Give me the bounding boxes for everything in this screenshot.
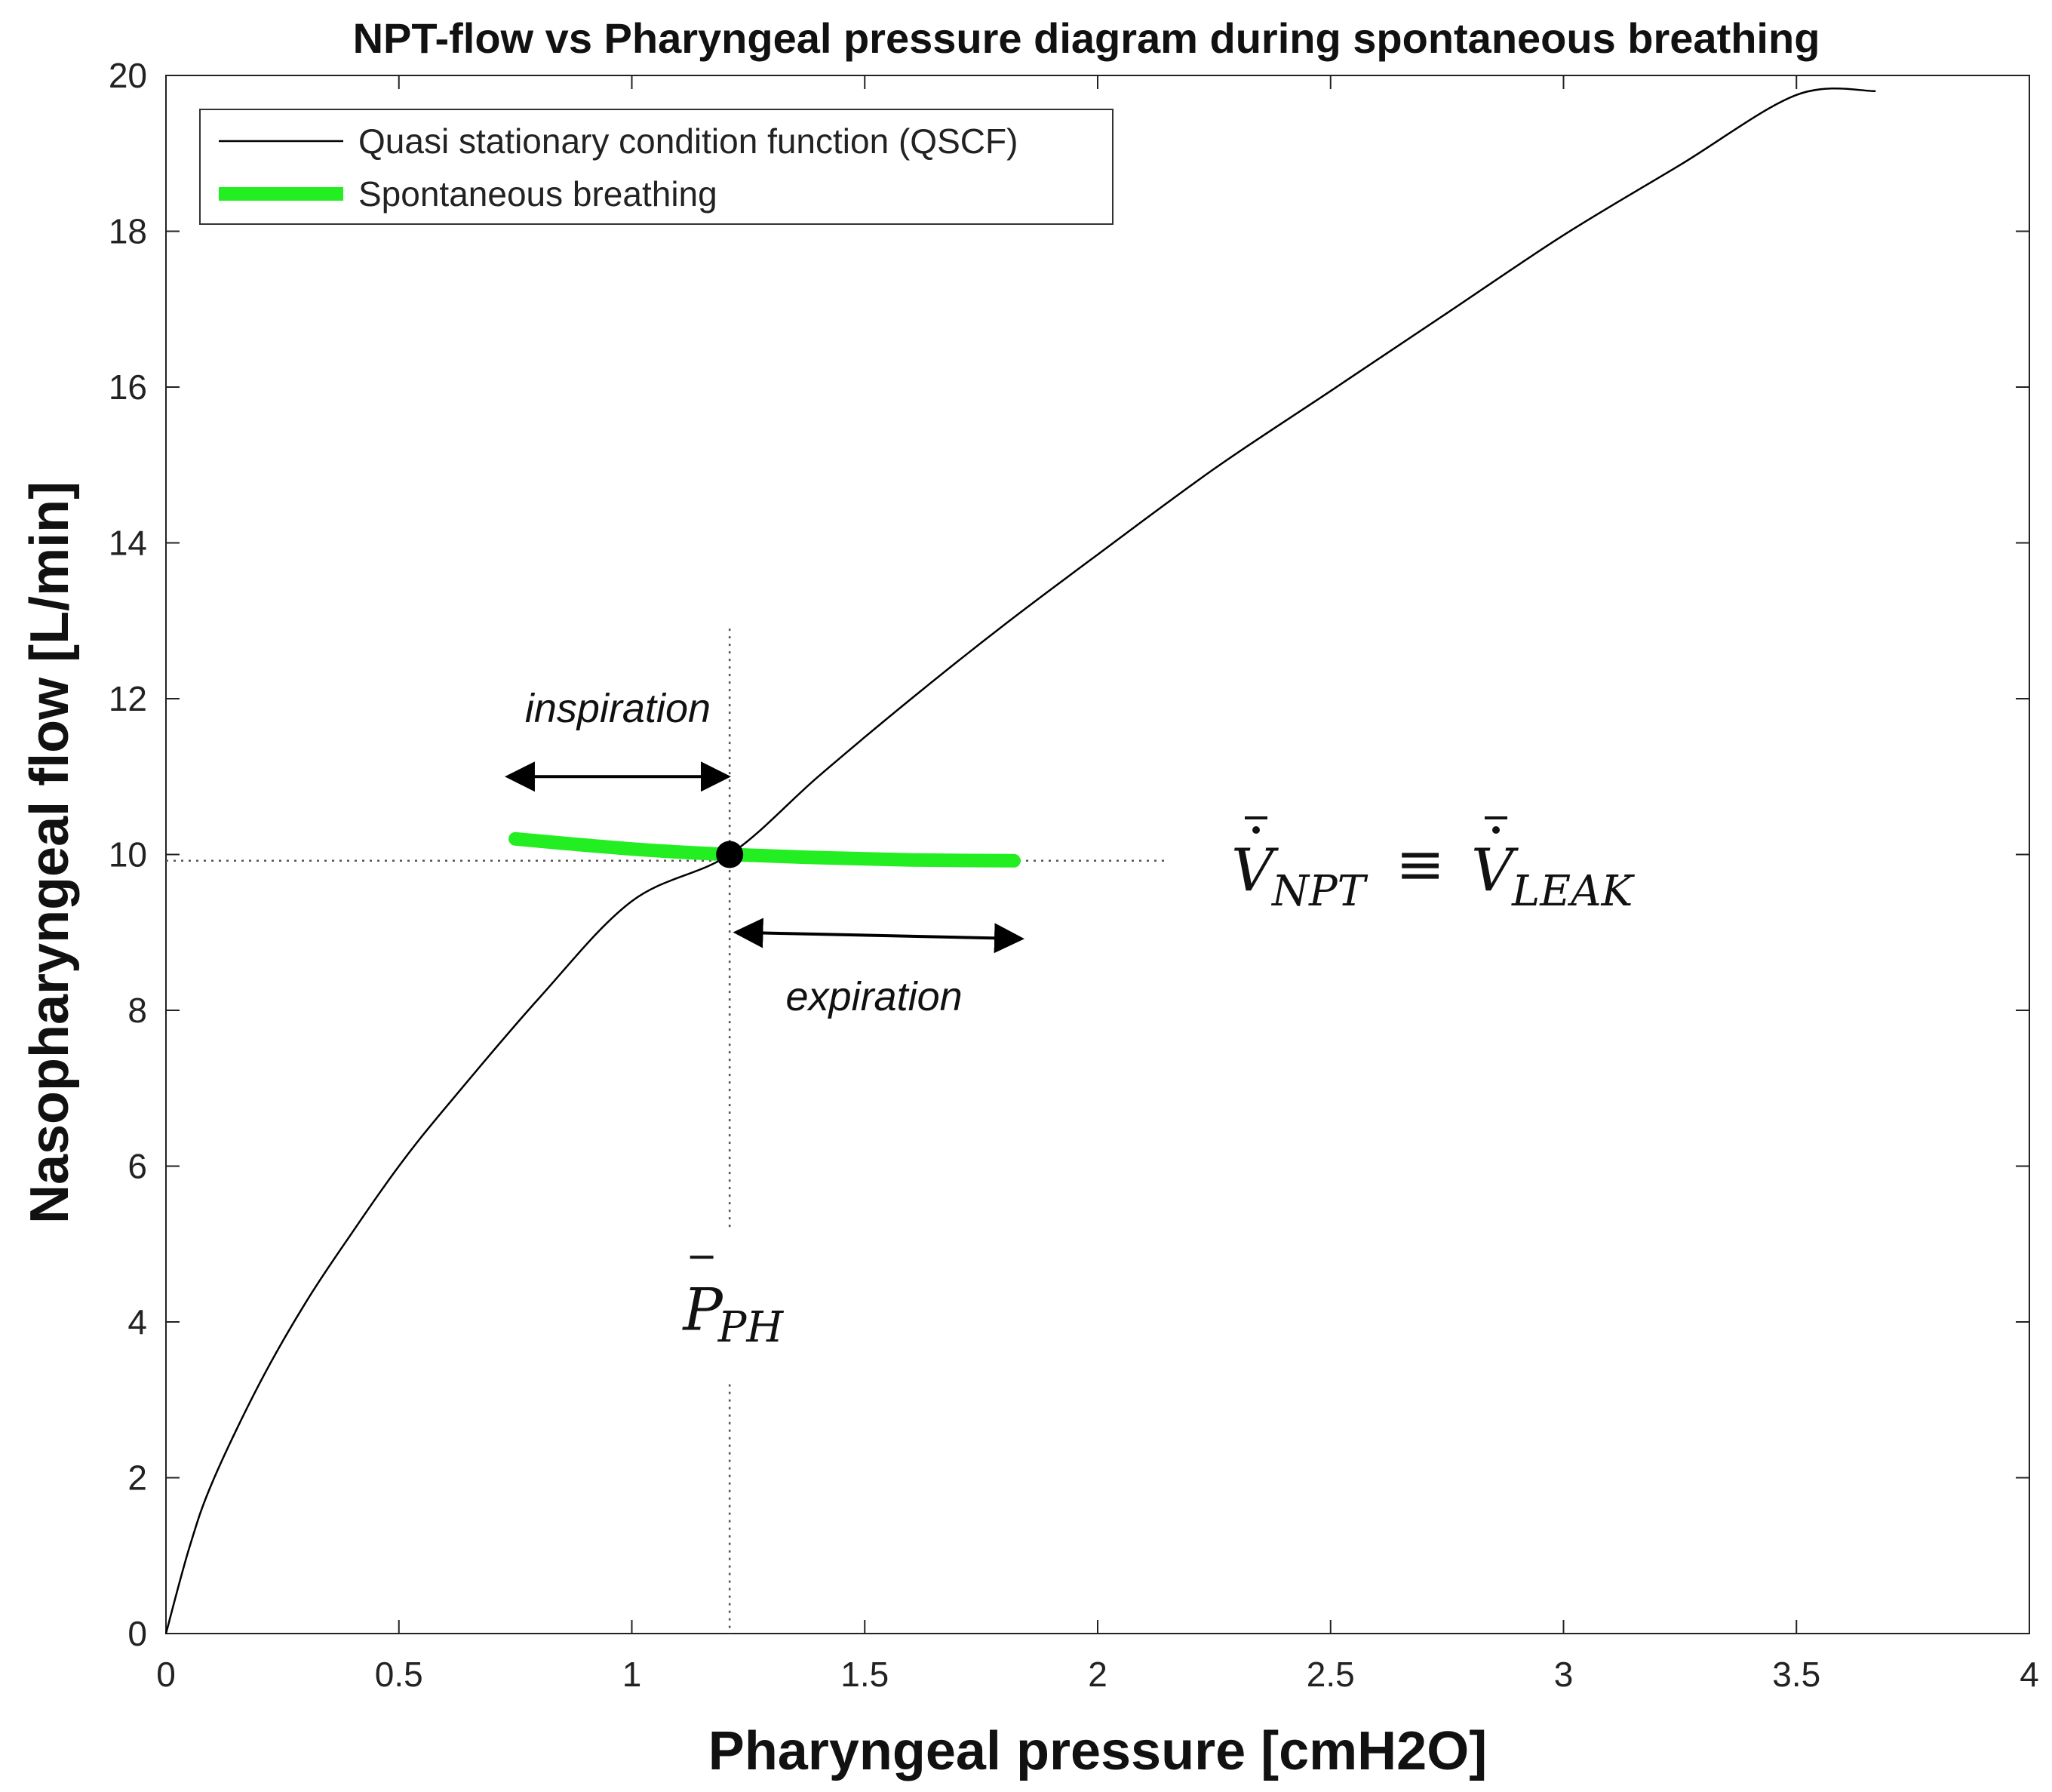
series-spontaneous-breathing-line [508,831,1021,868]
operating-point-marker [716,841,744,868]
y-tick-label: 8 [127,991,147,1030]
x-tick-label: 1.5 [840,1655,889,1694]
x-tick-label: 4 [2020,1655,2039,1694]
plot-area [165,75,2030,1634]
x-axis-label: Pharyngeal pressure [cmH2O] [708,1721,1487,1781]
series-qscf-line [164,88,1876,1634]
y-tick-label: 12 [109,679,147,718]
mean-pressure-subscript: PH [717,1303,785,1352]
leak-dot [1492,826,1500,834]
leak-flow-subscript: LEAK [1511,867,1636,916]
y-tick-label: 2 [127,1458,147,1498]
x-tick-label: 1 [622,1655,642,1694]
mean-pressure-symbol: P PH [681,1256,785,1352]
y-tick-label: 20 [109,56,147,95]
leak-flow-letter: V [1471,837,1519,905]
y-axis-label: Nasopharyngeal flow [L/min] [20,481,80,1224]
y-tick-label: 16 [109,367,147,407]
legend: Quasi stationary condition function (QSC… [199,109,1114,225]
expiration-arrow [733,918,1025,954]
y-tick-label: 18 [109,212,147,251]
axis-ticks [165,75,2030,1634]
x-tick-label: 2 [1088,1655,1107,1694]
x-tick-label: 3.5 [1772,1655,1820,1694]
y-tick-label: 0 [127,1614,147,1653]
npt-dot [1252,826,1260,834]
npt-flow-subscript: NPT [1270,867,1369,916]
legend-box [199,109,1114,225]
npt-flow-letter: V [1231,837,1279,905]
flow-equivalence-equation: V NPT ≡ V LEAK [1231,816,1636,916]
x-tick-label: 3 [1554,1655,1574,1694]
y-tick-label: 14 [109,524,147,563]
equivalence-operator: ≡ [1396,831,1445,899]
mean-pressure-letter: P [681,1276,723,1344]
legend-label-breathing: Spontaneous breathing [358,174,717,214]
expiration-label: expiration [786,974,963,1019]
y-tick-label: 4 [127,1302,147,1342]
chart-title: NPT-flow vs Pharyngeal pressure diagram … [353,14,1820,62]
y-tick-label: 6 [127,1147,147,1186]
x-tick-label: 0.5 [375,1655,423,1694]
x-tick-label: 2.5 [1307,1655,1355,1694]
legend-label-qscf: Quasi stationary condition function (QSC… [358,121,1018,161]
y-tick-label: 10 [109,835,147,874]
axis-tick-labels: 0 0.5 1 1.5 2 2.5 3 3.5 4 0 2 4 6 8 10 12 14 16 18 20 [109,56,2039,1694]
x-tick-label: 0 [156,1655,176,1694]
inspiration-label: inspiration [525,686,711,731]
